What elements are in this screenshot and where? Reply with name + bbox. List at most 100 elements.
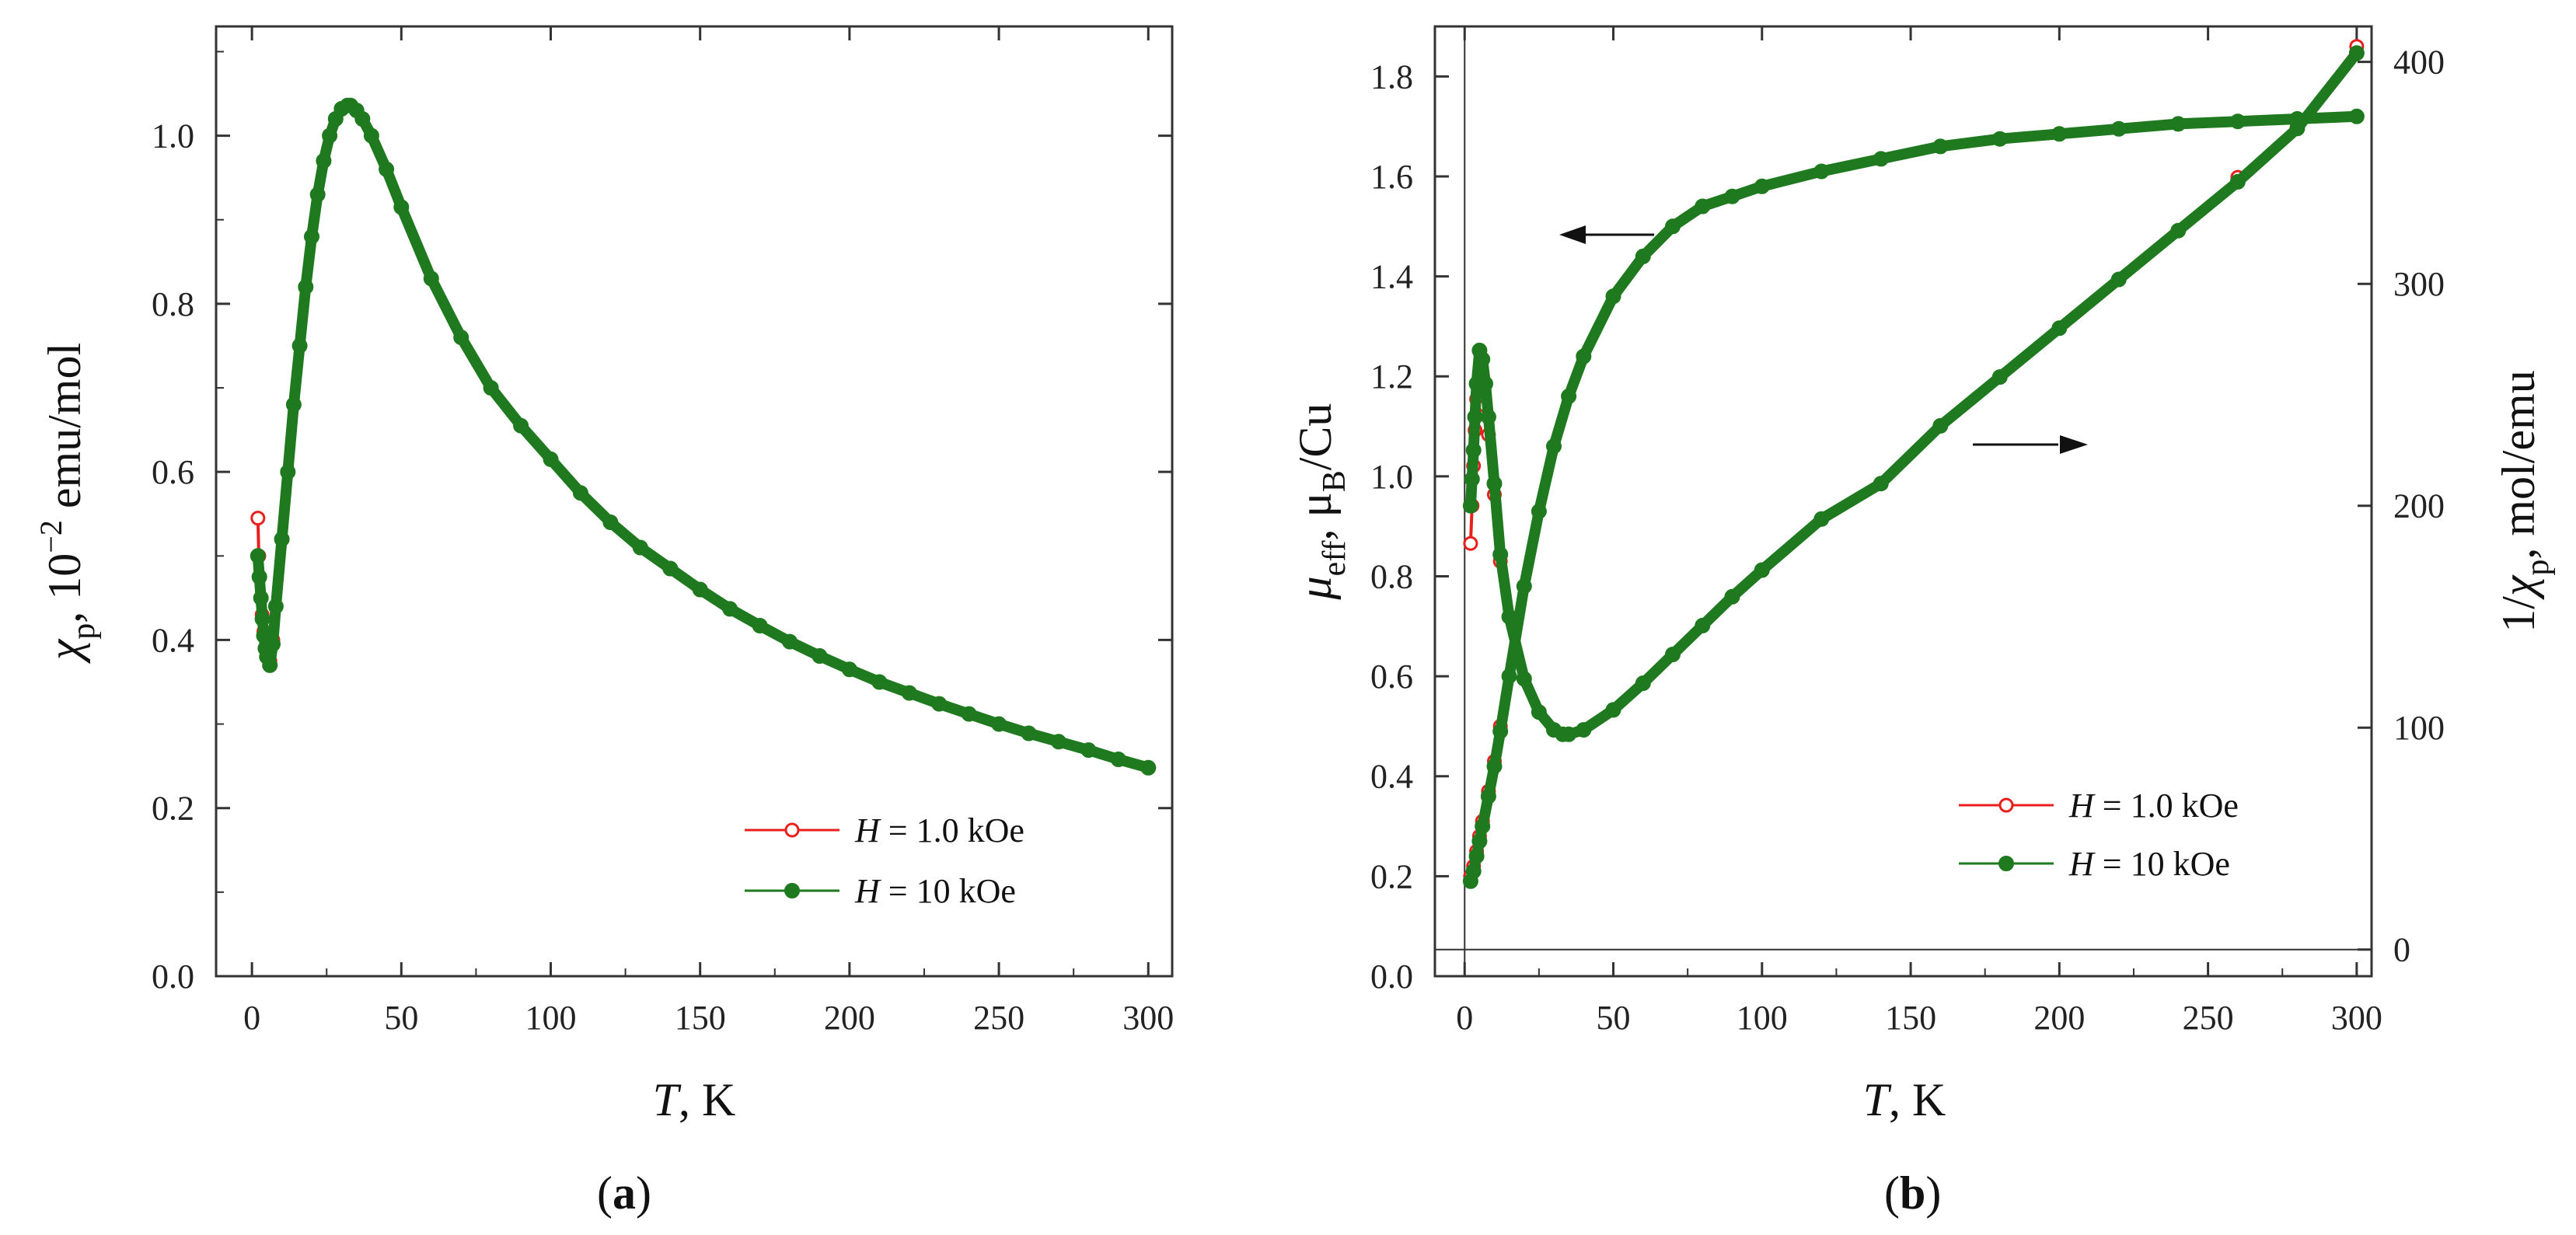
- series-a-10kOe-point: [1021, 725, 1037, 741]
- series-a-10kOe-point: [483, 380, 499, 396]
- series-a-10kOe-point: [423, 270, 439, 287]
- series-b-mueff-10kOe-point: [1576, 348, 1592, 365]
- y-tick-label-right-b: 400: [2393, 44, 2445, 82]
- series-b-invchi-10kOe-point: [1991, 369, 2008, 386]
- y-tick-label-left-b: 1.8: [1370, 58, 1413, 96]
- series-b-invchi-10kOe-point: [1813, 511, 1830, 527]
- y-tick-label-right-b: 100: [2393, 709, 2445, 747]
- y-tick-label-left-b: 1.2: [1370, 358, 1413, 396]
- x-axis-title-b: T, K: [1863, 1074, 1946, 1125]
- series-a-10kOe-point: [841, 661, 857, 678]
- series-a-10kOe-point: [291, 337, 308, 354]
- y-tick-label-left-b: 1.6: [1370, 158, 1413, 196]
- series-b-invchi-10kOe-point: [1492, 546, 1509, 563]
- series-b-invchi-10kOe-point: [1467, 409, 1483, 425]
- series-a-10kOe-point: [309, 187, 326, 203]
- y-tick-label-left-b: 0.4: [1370, 758, 1413, 796]
- y-tick-label-a: 0.2: [152, 790, 194, 828]
- series-b-mueff-10kOe-point: [2289, 111, 2305, 127]
- series-a-10kOe-point: [285, 396, 302, 413]
- series-a-10kOe-point: [298, 279, 314, 295]
- series-a-10kOe-point: [602, 515, 619, 530]
- series-b-mueff-10kOe-point: [1991, 131, 2008, 147]
- y-tick-label-right-b: 300: [2393, 265, 2445, 303]
- series-b-mueff-10kOe-point: [1695, 198, 1711, 215]
- y-tick-label-left-b: 0.6: [1370, 658, 1413, 696]
- series-a-10kOe-point: [363, 127, 379, 144]
- series-a-10kOe-point: [265, 636, 281, 652]
- x-axis-title-a: T, K: [653, 1074, 736, 1125]
- y-tick-label-left-b: 0.2: [1370, 857, 1413, 895]
- series-a-10kOe-point: [453, 330, 469, 346]
- panel-b: 0 50 100 150 200 250 300 0.0 0.2 0.4 0.6 0.8 1.0 1.2 1…: [1290, 25, 2556, 1219]
- y-tick-label-a: 0.4: [152, 621, 194, 659]
- series-a-10kOe-point: [250, 548, 266, 564]
- series-b-invchi-10kOe-point: [1561, 726, 1577, 742]
- legend-a: H = 1.0 kOe H = 10 kOe: [745, 811, 1024, 910]
- y-axis-title-a: χp, 10−2 emu/mol: [33, 343, 102, 664]
- series-a-10kOe-point: [262, 657, 278, 673]
- x-tick-label-b: 300: [2331, 999, 2382, 1037]
- series-a-10kOe-point: [782, 633, 798, 650]
- series-a-10kOe-point: [692, 581, 708, 598]
- x-tick-label-b: 150: [1885, 999, 1936, 1037]
- series-b-mueff-10kOe-point: [1635, 248, 1651, 264]
- x-tick-label-a: 0: [243, 999, 260, 1037]
- series-b-invchi-10kOe-point: [1873, 476, 1889, 492]
- x-tick-label-b: 200: [2033, 999, 2085, 1037]
- series-a-10kOe-point: [393, 199, 410, 215]
- x-tick-label-a: 300: [1122, 999, 1174, 1037]
- legend-b: H = 1.0 kOe H = 10 kOe: [1959, 787, 2239, 883]
- series-a-10kOe-point: [812, 648, 828, 664]
- series-b-invchi-10kOe-point: [1605, 702, 1621, 718]
- x-tick-label-a: 100: [525, 999, 577, 1037]
- arrow-left-pointing: [1559, 225, 1654, 244]
- y-tick-label-a: 0.6: [152, 453, 194, 491]
- series-b-mueff-10kOe-point: [1561, 388, 1577, 404]
- series-b-invchi-10kOe-point: [1932, 417, 1949, 434]
- x-tick-label-b: 50: [1597, 999, 1631, 1037]
- series-b-invchi-10kOe-point: [1516, 671, 1532, 687]
- series-b-mueff-10kOe-point: [1754, 178, 1770, 194]
- series-a-10kOe-point: [543, 451, 559, 467]
- legend-label-a-2: H = 10 kOe: [854, 872, 1016, 910]
- series-b-mueff-10kOe-point: [1546, 438, 1562, 455]
- series-a-10kOe-point: [274, 531, 290, 547]
- y-tick-label-right-b: 200: [2393, 487, 2445, 525]
- series-b-mueff-10kOe-point: [1665, 218, 1681, 235]
- series-b-invchi-10kOe-point: [1665, 647, 1681, 662]
- series-b-mueff-10kOe-point: [1724, 188, 1740, 204]
- y-tick-label-left-b: 0.0: [1370, 958, 1413, 996]
- legend-marker-a-2: [784, 883, 800, 898]
- series-b-invchi-10kOe-point: [1695, 617, 1711, 633]
- series-a-1kOe-point: [250, 511, 266, 526]
- series-a-10kOe-point: [931, 696, 948, 712]
- series-a-10kOe-point: [722, 601, 738, 617]
- series-a-10kOe-point: [354, 111, 371, 127]
- series-a-10kOe-point: [254, 611, 271, 627]
- series-b-invchi-10kOe-point: [1475, 351, 1491, 368]
- series-b-invchi-10kOe-point: [1465, 442, 1482, 459]
- x-tick-label-a: 250: [973, 999, 1024, 1037]
- series-b-invchi-10kOe-point: [1531, 704, 1547, 720]
- y-axis-title-left-b: μeff, μB/Cu: [1290, 403, 1353, 601]
- series-a-10kOe-point: [304, 229, 319, 245]
- legend-marker-b-1: [1998, 797, 2014, 813]
- series-b-invchi-1kOe-point: [1463, 536, 1478, 551]
- series-b-mueff-10kOe-point: [2170, 116, 2187, 132]
- y-tick-label-a: 0.0: [152, 958, 194, 996]
- series-a-1kOe-line: [256, 103, 1150, 769]
- series-a-10kOe-point: [322, 127, 338, 144]
- series-b-invchi-10kOe-point: [1486, 476, 1503, 492]
- series-a-10kOe-point: [901, 685, 917, 701]
- series-b-mueff-10kOe-point: [1480, 788, 1496, 804]
- x-tick-label-b: 250: [2183, 999, 2234, 1037]
- legend-label-b-2: H = 10 kOe: [2068, 845, 2230, 883]
- legend-marker-a-1: [784, 822, 800, 838]
- x-tick-label-b: 100: [1737, 999, 1788, 1037]
- series-b-mueff-10kOe-point: [1465, 863, 1482, 879]
- series-b-invchi-10kOe-point: [2110, 271, 2127, 288]
- series-b-mueff-10kOe-point: [1932, 138, 1949, 155]
- series-b-invchi-10kOe-point: [2348, 45, 2365, 61]
- series-a-10kOe-point: [379, 161, 395, 177]
